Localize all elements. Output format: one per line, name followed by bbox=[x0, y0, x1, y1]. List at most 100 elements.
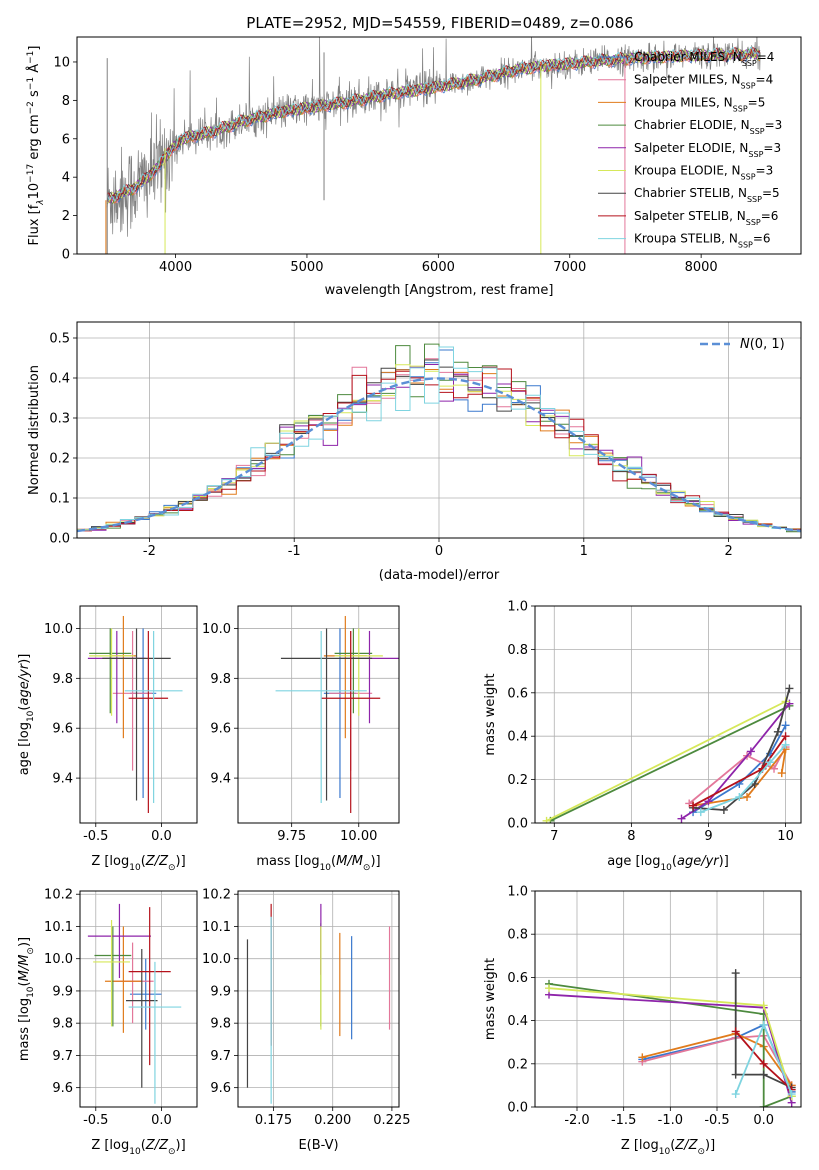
y-tick-label: 1.0 bbox=[507, 600, 528, 615]
y-tick-label: 10.0 bbox=[202, 952, 231, 967]
y-tick-label: 9.4 bbox=[52, 772, 73, 787]
axes: -0.5 0.0 9.6 9.7 9.8 9.9 10.0 10.1 10.2 bbox=[44, 888, 198, 1128]
marker-kroupa-stelib bbox=[766, 758, 775, 767]
x-tick-label: -0.5 bbox=[83, 1113, 108, 1128]
observed-spectrum bbox=[106, 37, 761, 237]
y-tick-label: 9.8 bbox=[210, 672, 231, 687]
panel-residual_histogram: -2 -1 0 1 2 0.0 0.1 0.2 0.3 0.4 0.5 N(0, 1) (data-mo… bbox=[27, 321, 802, 583]
plot-area bbox=[275, 615, 399, 814]
x-tick-label: 9.75 bbox=[277, 829, 306, 844]
plot-area bbox=[87, 615, 183, 814]
x-tick-label: -1.0 bbox=[658, 1113, 683, 1128]
y-tick-label: 0.0 bbox=[507, 1101, 528, 1116]
x-tick-label: 8000 bbox=[685, 260, 718, 275]
y-tick-label: 0.5 bbox=[49, 332, 70, 347]
marker-chabrier-miles bbox=[781, 721, 790, 730]
y-tick-label: 9.9 bbox=[52, 984, 73, 999]
marker-chabrier-stelib bbox=[785, 684, 794, 693]
marker-salpeter-stelib bbox=[689, 801, 698, 810]
plot-area bbox=[77, 343, 801, 533]
y-tick-label: 4 bbox=[62, 171, 70, 186]
plot-area bbox=[542, 684, 794, 823]
y-axis-label: mass weight bbox=[483, 673, 498, 755]
line-kroupa-miles bbox=[692, 745, 788, 807]
x-tick-label: 0.0 bbox=[151, 1113, 172, 1128]
y-tick-label: 10.2 bbox=[202, 888, 231, 903]
y-tick-label: 10.0 bbox=[202, 622, 231, 637]
x-tick-label: -1.5 bbox=[611, 1113, 636, 1128]
x-axis-label: Z [log10(Z/Z⊙)] bbox=[91, 1138, 185, 1157]
axes: 9.75 10.00 9.4 9.6 9.8 10.0 bbox=[202, 605, 400, 844]
legend-label-salpeter-stelib: Salpeter STELIB, NSSP=6 bbox=[634, 209, 778, 227]
marker-chabrier-stelib bbox=[731, 1070, 740, 1079]
x-axis-label: Z [log10(Z/Z⊙)] bbox=[91, 854, 185, 873]
axes-frame bbox=[79, 605, 198, 824]
y-axis-label: Normed distribution bbox=[27, 365, 42, 495]
line-salpeter-miles bbox=[688, 746, 787, 805]
legend-label-gaussian: N(0, 1) bbox=[740, 337, 785, 352]
x-tick-label: 0.225 bbox=[373, 1113, 410, 1128]
x-tick-label: 4000 bbox=[159, 260, 192, 275]
y-tick-label: 0.2 bbox=[49, 452, 70, 467]
x-tick-label: -0.5 bbox=[704, 1113, 729, 1128]
x-tick-label: 9 bbox=[704, 829, 712, 844]
marker-chabrier-stelib bbox=[731, 969, 740, 978]
marker-salpeter-stelib bbox=[731, 1027, 740, 1036]
x-tick-label: 0 bbox=[435, 544, 443, 559]
x-tick-label: 1 bbox=[580, 544, 588, 559]
line-kroupa-elodie bbox=[546, 700, 787, 822]
y-tick-label: 0.4 bbox=[49, 372, 70, 387]
axes-frame bbox=[237, 890, 400, 1108]
legend-label-salpeter-elodie: Salpeter ELODIE, NSSP=3 bbox=[634, 141, 781, 159]
x-tick-label: 0.200 bbox=[314, 1113, 351, 1128]
panel-spectrum: 4000 5000 6000 7000 8000 0 2 4 6 8 10 Chabrier MILE… bbox=[26, 36, 802, 298]
marker-salpeter-elodie bbox=[704, 797, 713, 806]
model-chabrier-stelib bbox=[106, 47, 761, 202]
panel-age_vs_Z: -0.5 0.0 9.4 9.6 9.8 10.0 Z [log10(Z/Z⊙)] age [… bbox=[17, 605, 198, 873]
legend-label-kroupa-stelib: Kroupa STELIB, NSSP=6 bbox=[634, 232, 771, 250]
marker-kroupa-stelib bbox=[781, 740, 790, 749]
y-tick-label: 8 bbox=[62, 94, 70, 109]
y-axis-label: mass weight bbox=[483, 958, 498, 1040]
x-tick-label: 7 bbox=[550, 829, 558, 844]
legend-label-salpeter-miles: Salpeter MILES, NSSP=4 bbox=[634, 73, 773, 91]
axes: 4000 5000 6000 7000 8000 0 2 4 6 8 10 bbox=[53, 36, 802, 275]
y-tick-label: 9.6 bbox=[52, 1081, 73, 1096]
axes: 0.175 0.200 0.225 9.6 9.7 9.8 9.9 10.0 10.1 10.2 bbox=[202, 888, 410, 1128]
line-chabrier-elodie bbox=[550, 704, 790, 822]
y-axis-label: age [log10(age/yr)] bbox=[17, 654, 36, 776]
legend-label-chabrier-miles: Chabrier MILES, NSSP=4 bbox=[634, 50, 774, 68]
panel-age_vs_mass: 9.75 10.00 9.4 9.6 9.8 10.0 mass [log10(M/M⊙)] bbox=[202, 605, 400, 873]
marker-chabrier-elodie bbox=[759, 1103, 768, 1107]
legend: Chabrier MILES, NSSP=4 Salpeter MILES, NS… bbox=[598, 50, 782, 249]
y-tick-label: 0.4 bbox=[507, 730, 528, 745]
y-tick-label: 10.1 bbox=[44, 920, 73, 935]
y-axis-label: mass [log10(M/M⊙)] bbox=[17, 937, 36, 1061]
marker-salpeter-elodie bbox=[746, 747, 755, 756]
y-tick-label: 9.6 bbox=[210, 1081, 231, 1096]
x-axis-label: Z [log10(Z/Z⊙)] bbox=[621, 1138, 715, 1157]
y-tick-label: 0.8 bbox=[507, 928, 528, 943]
y-tick-label: 0.0 bbox=[49, 532, 70, 547]
marker-salpeter-stelib bbox=[781, 732, 790, 741]
y-tick-label: 9.6 bbox=[52, 722, 73, 737]
marker-kroupa-stelib bbox=[735, 792, 744, 801]
marker-kroupa-elodie bbox=[545, 984, 553, 993]
marker-chabrier-stelib bbox=[759, 1070, 768, 1079]
y-tick-label: 0.3 bbox=[49, 412, 70, 427]
x-tick-label: -0.5 bbox=[83, 829, 108, 844]
axes: -2 -1 0 1 2 0.0 0.1 0.2 0.3 0.4 0.5 bbox=[49, 321, 802, 559]
x-tick-label: 5000 bbox=[290, 260, 323, 275]
y-tick-label: 10.0 bbox=[44, 622, 73, 637]
marker-salpeter-elodie bbox=[677, 814, 686, 823]
axes-frame bbox=[79, 890, 198, 1108]
plot-area bbox=[87, 903, 182, 1104]
x-axis-label: (data-model)/error bbox=[379, 568, 500, 583]
y-tick-label: 0.4 bbox=[507, 1014, 528, 1029]
axes-frame bbox=[534, 890, 802, 1108]
y-tick-label: 0.0 bbox=[507, 817, 528, 832]
legend-label-kroupa-miles: Kroupa MILES, NSSP=5 bbox=[634, 95, 765, 113]
model-kroupa-stelib bbox=[106, 46, 761, 202]
grid bbox=[80, 891, 197, 1107]
